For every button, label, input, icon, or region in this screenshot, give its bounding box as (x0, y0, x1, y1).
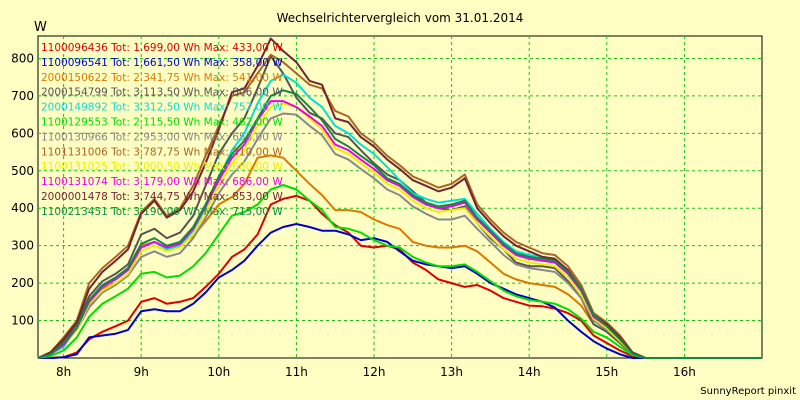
series-line-1 (38, 194, 762, 359)
x-tick-label: 12h (363, 365, 386, 379)
plot-area-frame (37, 35, 763, 359)
chart-title: Wechselrichtervergleich vom 31.01.2014 (277, 11, 524, 25)
x-tick-label: 10h (207, 365, 230, 379)
y-tick-label: 200 (11, 276, 34, 290)
legend-entry-10: 1100131074 Tot: 3.179,00 Wh Max: 686,00 … (41, 176, 283, 188)
x-tick-label: 14h (518, 365, 541, 379)
y-tick-label: 500 (11, 164, 34, 178)
legend-entry-7: 1100130966 Tot: 2.953,00 Wh Max: 653,00 … (41, 131, 283, 143)
x-tick-label: 11h (285, 365, 308, 379)
x-tick-label: 8h (56, 365, 71, 379)
legend-entry-4: 2000154799 Tot: 3.113,50 Wh Max: 806,00 … (41, 87, 283, 99)
legend-entry-12: 1100213451 Tot: 3.190,00 Wh Max: 715,00 … (41, 206, 283, 218)
y-tick-label: 300 (11, 239, 34, 253)
y-axis-unit-label: W (34, 20, 47, 35)
series-line-12 (37, 89, 762, 359)
y-tick-label: 400 (11, 201, 34, 215)
y-tick-label: 600 (11, 126, 34, 140)
y-tick-label: 800 (11, 51, 34, 65)
legend-entry-8: 1101131006 Tot: 3.787,75 Wh Max: 810,00 … (41, 146, 283, 158)
x-tick-label: 9h (134, 365, 149, 379)
legend-entry-3: 2000150622 Tot: 2.341,75 Wh Max: 541,00 … (41, 72, 283, 84)
legend-entry-9: 1100131025 Tot: 3.000,50 Wh Max: 680,00 … (41, 161, 283, 173)
x-tick-label: 16h (673, 365, 696, 379)
y-tick-label: 700 (11, 89, 34, 103)
legend-entry-11: 2000001478 Tot: 3.744,75 Wh Max: 853,00 … (41, 191, 283, 203)
x-tick-label: 15h (595, 365, 618, 379)
legend-entry-2: 1100096541 Tot: 1.661,50 Wh Max: 358,00 … (41, 57, 283, 69)
x-tick-label: 13h (440, 365, 463, 379)
legend-entry-6: 1100129553 Tot: 2.115,50 Wh Max: 462,00 … (41, 117, 283, 129)
legend-entry-5: 2000149892 Tot: 3.312,50 Wh Max: 757,00 … (41, 102, 283, 114)
legend-entry-1: 1100096436 Tot: 1.699,00 Wh Max: 433,00 … (41, 42, 283, 54)
y-tick-label: 100 (11, 314, 34, 328)
footer-credit: SunnyReport pinxit (700, 386, 796, 397)
